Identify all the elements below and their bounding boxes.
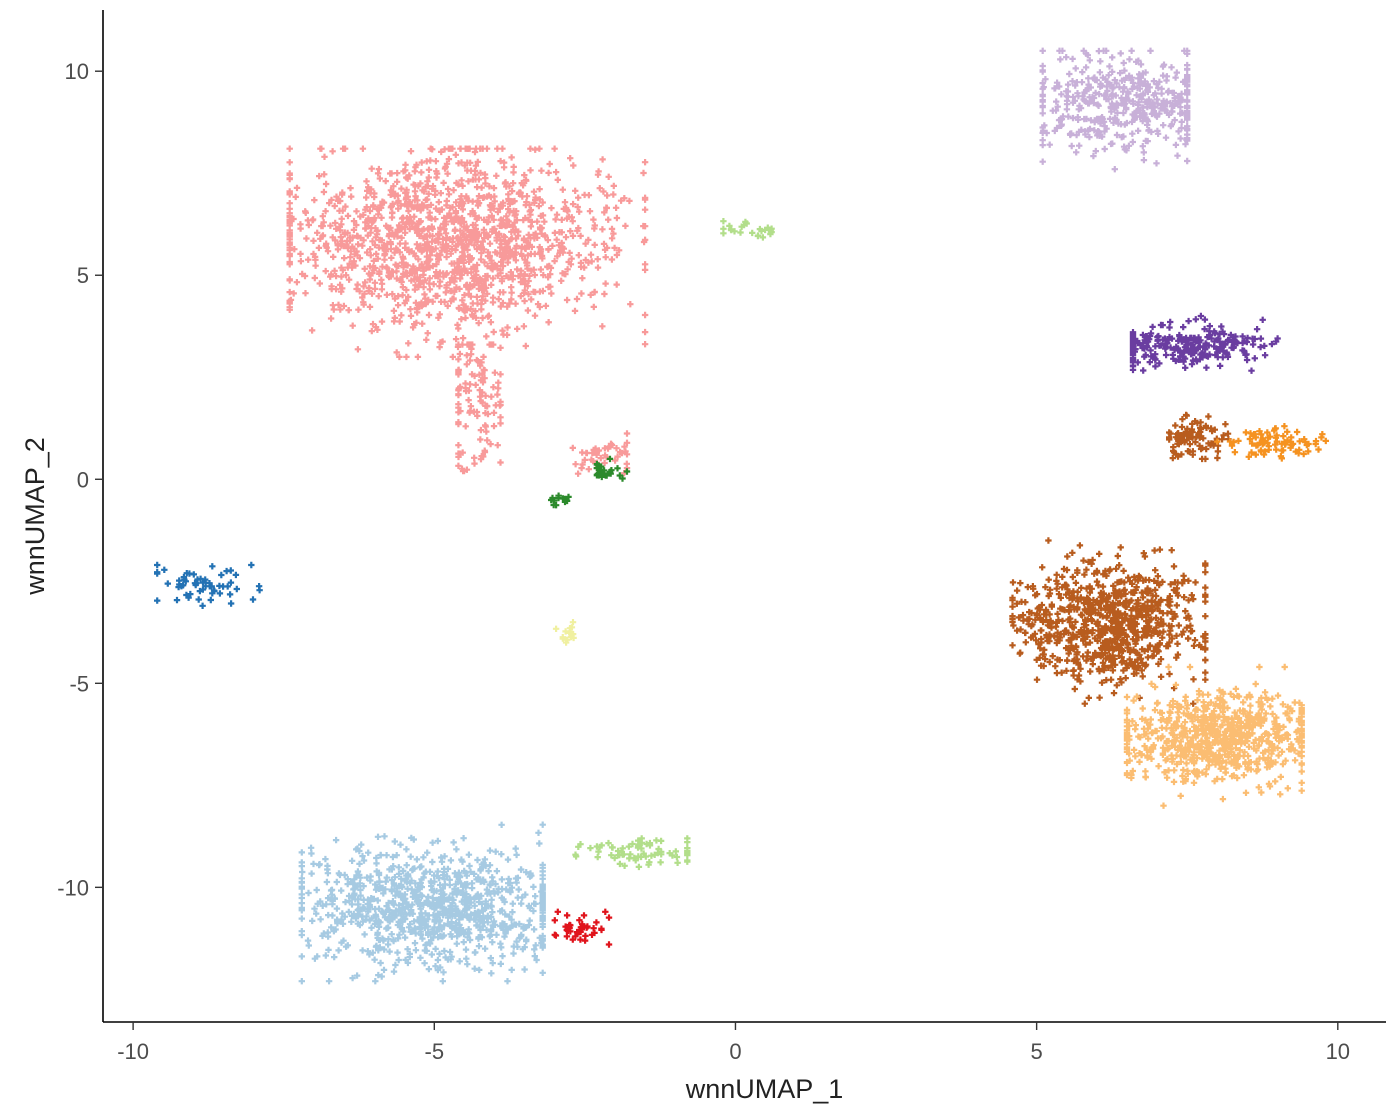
x-axis-title: wnnUMAP_1: [685, 1074, 844, 1104]
cluster-points: [552, 619, 577, 646]
cluster-points: [298, 821, 546, 985]
cluster-7: [552, 619, 577, 646]
cluster-points: [154, 561, 263, 609]
cluster-12: [1129, 312, 1281, 374]
cluster-points: [286, 145, 649, 361]
y-tick-label: 10: [65, 59, 89, 84]
cluster-15: [1009, 537, 1209, 707]
cluster-points: [572, 835, 691, 871]
x-axis-ticks: -10 -5 0 5 10: [117, 1022, 1350, 1064]
cluster-points: [1166, 411, 1232, 463]
cluster-points: [1123, 663, 1305, 809]
cluster-1: [455, 341, 504, 475]
cluster-0: [286, 145, 649, 361]
cluster-points: [455, 341, 504, 475]
cluster-points: [593, 455, 631, 482]
x-tick-label: 0: [729, 1039, 741, 1064]
x-tick-label: -5: [425, 1039, 445, 1064]
x-tick-label: 10: [1326, 1039, 1350, 1064]
cluster-14: [1214, 423, 1329, 462]
y-tick-label: -10: [57, 875, 89, 900]
cluster-points: [551, 908, 613, 948]
cluster-points: [548, 492, 572, 509]
cluster-13: [1166, 411, 1232, 463]
cluster-points: [1214, 423, 1329, 462]
y-tick-label: 5: [77, 263, 89, 288]
cluster-2: [569, 430, 631, 477]
x-tick-label: 5: [1031, 1039, 1043, 1064]
cluster-5: [720, 218, 775, 241]
y-axis-ticks: -10 -5 0 5 10: [57, 59, 103, 900]
cluster-points: [720, 218, 775, 241]
cluster-3: [593, 455, 631, 482]
cluster-4: [548, 492, 572, 509]
cluster-points: [1009, 537, 1209, 707]
points-layer: [154, 47, 1329, 985]
y-axis-title: wnnUMAP_2: [20, 437, 50, 596]
cluster-points: [1039, 47, 1191, 173]
cluster-8: [298, 821, 546, 985]
y-tick-label: 0: [77, 467, 89, 492]
cluster-10: [551, 908, 613, 948]
cluster-points: [569, 430, 631, 477]
y-tick-label: -5: [69, 671, 89, 696]
cluster-points: [1129, 312, 1281, 374]
x-tick-label: -10: [117, 1039, 149, 1064]
cluster-6: [154, 561, 263, 609]
cluster-11: [1039, 47, 1191, 173]
cluster-9: [572, 835, 691, 871]
cluster-16: [1123, 663, 1305, 809]
